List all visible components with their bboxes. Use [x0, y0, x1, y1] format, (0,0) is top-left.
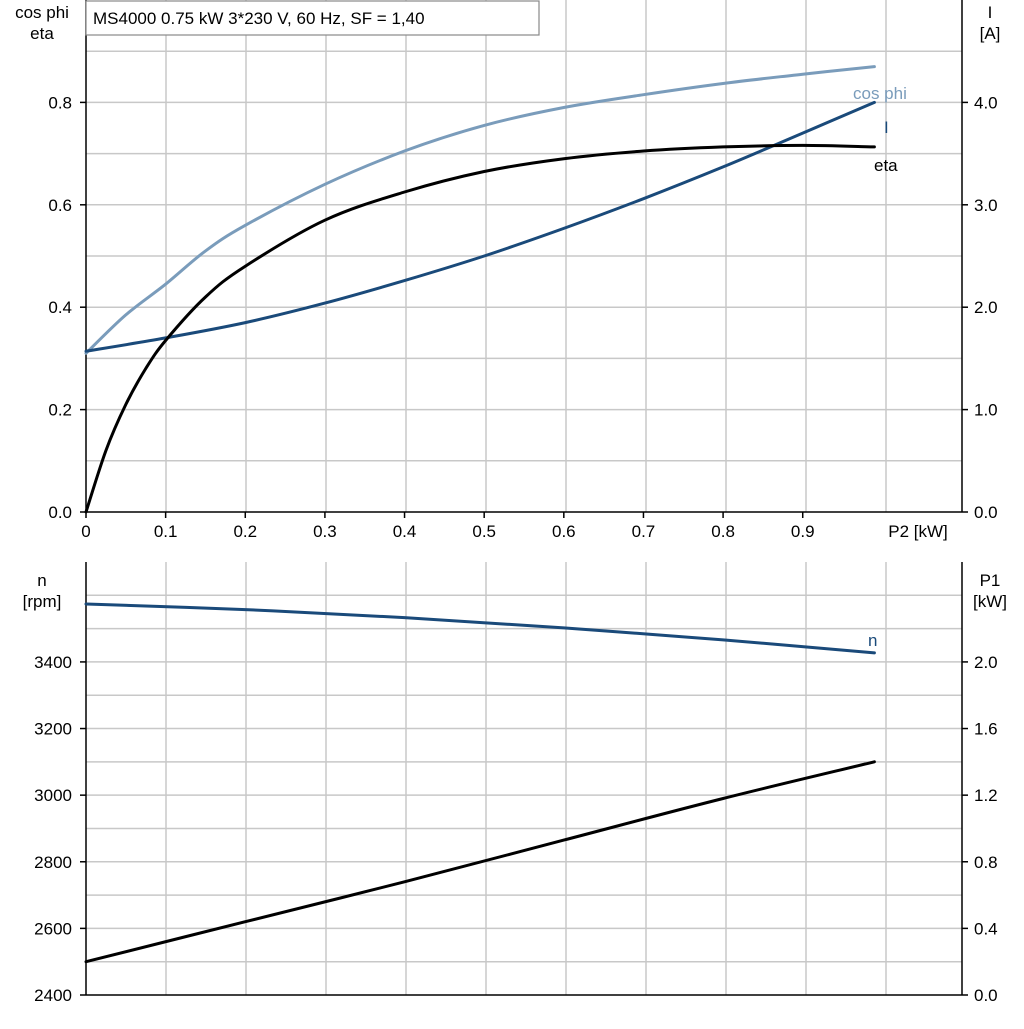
left-axis-title: cos phi — [15, 3, 69, 22]
right-axis-title: [A] — [980, 24, 1001, 43]
series-line-p1 — [84, 760, 876, 964]
series-line-i — [84, 100, 876, 353]
left-tick-label: 0.4 — [48, 298, 72, 317]
right-tick-label: 2.0 — [974, 653, 998, 672]
right-axis-title: I — [988, 3, 993, 22]
series-label-n: n — [868, 631, 877, 650]
x-tick-label: 0.1 — [154, 522, 178, 541]
left-tick-label: 0.6 — [48, 196, 72, 215]
right-tick-label: 0.4 — [974, 919, 998, 938]
left-tick-label: 3200 — [34, 720, 72, 739]
left-tick-label: 0.2 — [48, 401, 72, 420]
series-label-cos-phi: cos phi — [853, 84, 907, 103]
x-tick-label: 0.6 — [552, 522, 576, 541]
series-label-eta: eta — [874, 156, 898, 175]
right-tick-label: 0.8 — [974, 853, 998, 872]
right-tick-label: 1.6 — [974, 720, 998, 739]
series-label-i: I — [884, 118, 889, 137]
right-tick-label: 2.0 — [974, 298, 998, 317]
right-tick-label: 0.0 — [974, 986, 998, 1005]
series-line-eta — [84, 143, 876, 514]
chart-title: MS4000 0.75 kW 3*230 V, 60 Hz, SF = 1,40 — [93, 9, 425, 28]
x-tick-label: 0.8 — [711, 522, 735, 541]
right-tick-label: 1.0 — [974, 401, 998, 420]
x-tick-label: 0 — [81, 522, 90, 541]
left-tick-label: 2800 — [34, 853, 72, 872]
right-tick-label: 1.2 — [974, 786, 998, 805]
left-tick-label: 3400 — [34, 653, 72, 672]
series-line-n — [84, 602, 876, 655]
right-tick-label: 0.0 — [974, 503, 998, 522]
left-tick-label: 2600 — [34, 919, 72, 938]
right-axis-title: P1 — [980, 571, 1001, 590]
series-line-cos-phi — [84, 65, 876, 355]
left-tick-label: 0.0 — [48, 503, 72, 522]
right-tick-label: 4.0 — [974, 93, 998, 112]
left-tick-label: 0.8 — [48, 93, 72, 112]
x-tick-label: 0.7 — [632, 522, 656, 541]
left-tick-label: 2400 — [34, 986, 72, 1005]
x-tick-label: 0.5 — [472, 522, 496, 541]
left-axis-title: n — [37, 571, 46, 590]
x-tick-label: 0.9 — [791, 522, 815, 541]
left-axis-title: [rpm] — [23, 592, 62, 611]
left-tick-label: 3000 — [34, 786, 72, 805]
left-axis-title: eta — [30, 24, 54, 43]
chart-title-box — [85, 0, 540, 36]
x-tick-label: 0.4 — [393, 522, 417, 541]
x-tick-label: 0.3 — [313, 522, 337, 541]
x-axis-title: P2 [kW] — [888, 522, 948, 541]
right-tick-label: 3.0 — [974, 196, 998, 215]
x-tick-label: 0.2 — [233, 522, 257, 541]
right-axis-title: [kW] — [973, 592, 1007, 611]
